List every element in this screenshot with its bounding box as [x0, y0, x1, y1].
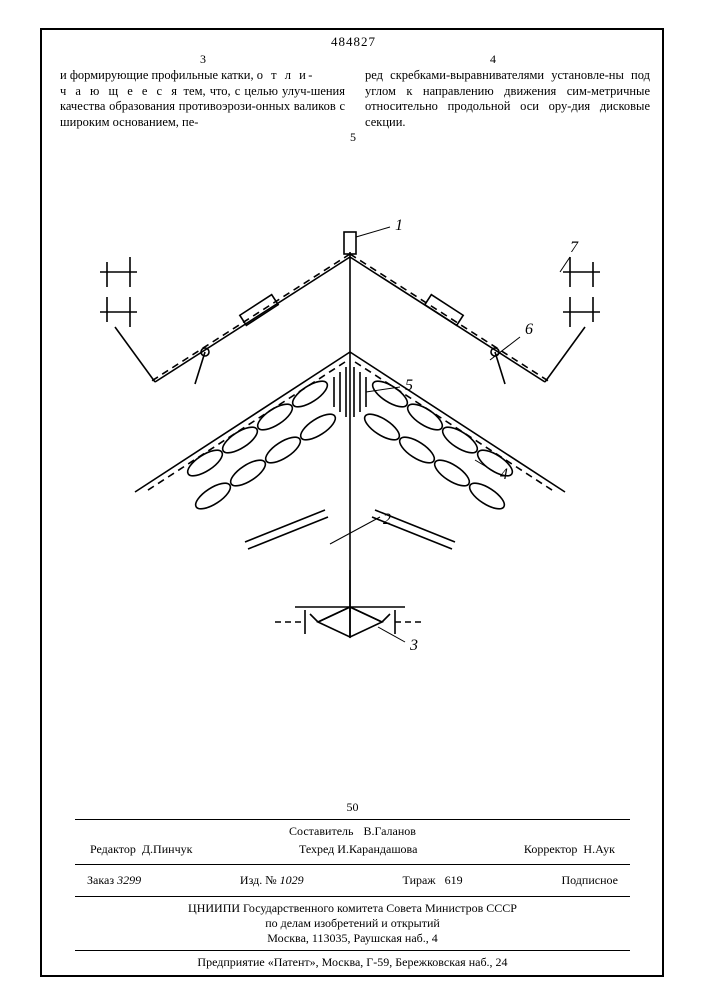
column-number-4: 4 [490, 52, 496, 67]
column-number-5: 5 [350, 130, 356, 145]
corrector-name: Н.Аук [583, 842, 615, 856]
compiler-label: Составитель [289, 824, 353, 839]
order-num: 3299 [117, 873, 141, 887]
figure-label-1: 1 [395, 217, 403, 234]
org-line-1: ЦНИИПИ Государственного комитета Совета … [75, 901, 630, 916]
technical-figure: 1 2 3 4 5 6 7 [100, 212, 600, 682]
patent-number: 484827 [0, 34, 707, 50]
org-line-3: Москва, 113035, Раушская наб., 4 [75, 931, 630, 946]
tirage-num: 619 [445, 873, 463, 887]
left-col-spaced-b: ч а ю щ е е с я [60, 84, 179, 98]
right-column-text: ред скребками-выравнивателями установле-… [365, 68, 650, 131]
left-column-text: и формирующие профильные катки, о т л и-… [60, 68, 345, 131]
page-number-50: 50 [75, 800, 630, 815]
figure-label-3: 3 [409, 637, 418, 654]
figure-label-2: 2 [383, 511, 391, 528]
tech-label: Техред [299, 842, 334, 856]
izd-num: 1029 [280, 873, 304, 887]
editor-name: Д.Пинчук [142, 842, 193, 856]
tech-name: И.Карандашова [337, 842, 417, 856]
left-col-spaced-a: о т л и- [257, 68, 315, 82]
left-col-a: и формирующие профильные катки, [60, 68, 257, 82]
figure-label-7: 7 [570, 239, 579, 256]
corrector-label: Корректор [524, 842, 578, 856]
compiler-name: В.Галанов [363, 824, 415, 839]
subscription: Подписное [561, 873, 618, 888]
tirage-label: Тираж [403, 873, 436, 887]
izd-label: Изд. № [240, 873, 277, 887]
figure-label-5: 5 [405, 377, 413, 394]
column-number-3: 3 [200, 52, 206, 67]
figure-label-6: 6 [525, 321, 533, 338]
order-label: Заказ [87, 873, 114, 887]
org-line-2: по делам изобретений и открытий [75, 916, 630, 931]
footer-block: 50 Составитель В.Галанов Редактор Д.Пинч… [75, 800, 630, 974]
editor-label: Редактор [90, 842, 136, 856]
press-line: Предприятие «Патент», Москва, Г-59, Бере… [75, 955, 630, 970]
figure-label-4: 4 [500, 466, 508, 483]
